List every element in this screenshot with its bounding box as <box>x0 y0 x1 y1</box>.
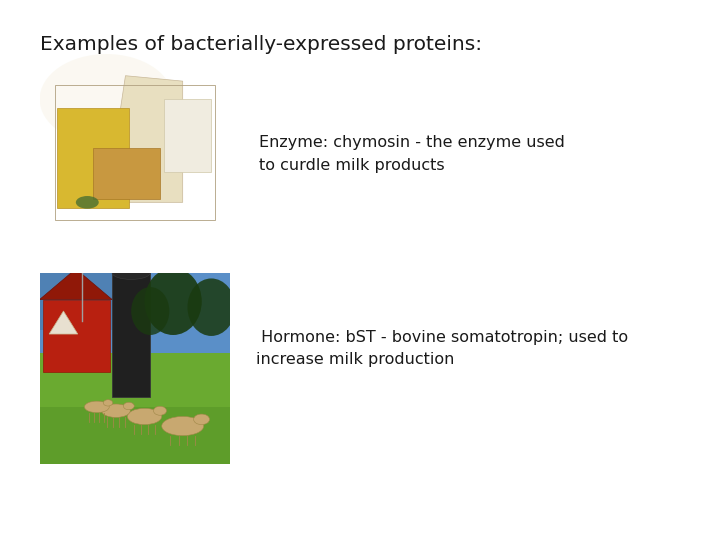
Ellipse shape <box>162 416 204 436</box>
Ellipse shape <box>145 268 202 335</box>
Ellipse shape <box>102 404 130 417</box>
Text: Hormone: bST - bovine somatotropin; used to
increase milk production: Hormone: bST - bovine somatotropin; used… <box>256 330 628 367</box>
Text: Enzyme: chymosin - the enzyme used
to curdle milk products: Enzyme: chymosin - the enzyme used to cu… <box>259 136 565 172</box>
Ellipse shape <box>123 402 134 410</box>
Polygon shape <box>49 311 78 334</box>
Bar <box>57 108 130 208</box>
Ellipse shape <box>103 400 113 406</box>
Bar <box>40 353 230 464</box>
Ellipse shape <box>40 54 173 145</box>
Ellipse shape <box>76 196 99 208</box>
Text: Examples of bacterially-expressed proteins:: Examples of bacterially-expressed protei… <box>40 35 482 54</box>
Bar <box>40 407 230 464</box>
Ellipse shape <box>112 266 150 279</box>
Ellipse shape <box>187 279 235 336</box>
Bar <box>43 300 110 373</box>
Ellipse shape <box>153 406 166 415</box>
Bar <box>112 273 150 397</box>
Bar <box>55 85 215 220</box>
Ellipse shape <box>127 408 162 424</box>
Bar <box>40 273 230 359</box>
Polygon shape <box>107 76 183 202</box>
Bar <box>40 273 135 330</box>
Ellipse shape <box>131 287 169 335</box>
Ellipse shape <box>194 414 210 424</box>
Bar <box>163 99 212 172</box>
Ellipse shape <box>84 401 109 413</box>
Polygon shape <box>40 269 112 300</box>
Bar <box>93 148 160 199</box>
